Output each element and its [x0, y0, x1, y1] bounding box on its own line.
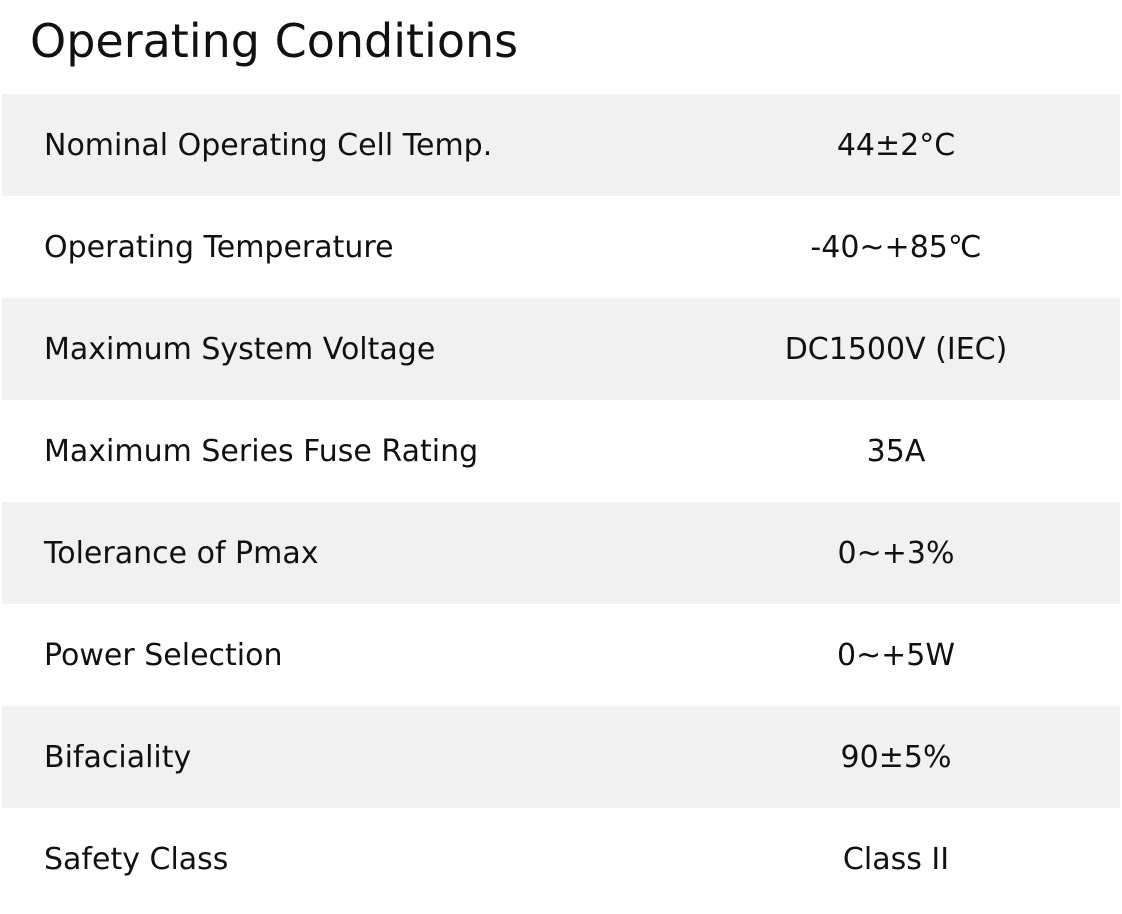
table-row: Safety Class Class II [2, 808, 1120, 910]
label-cell: Maximum Series Fuse Rating [44, 433, 479, 469]
table-row: Power Selection 0~+5W [2, 604, 1120, 706]
title: Operating Conditions [30, 14, 519, 68]
value-cell: 0~+3% [837, 535, 955, 571]
table-row: Operating Temperature -40~+85℃ [2, 196, 1120, 298]
value-cell: 35A [866, 433, 926, 469]
value-cell: 44±2°C [836, 127, 956, 163]
label-cell: Power Selection [44, 637, 283, 673]
table-row: Maximum System Voltage DC1500V (IEC) [2, 298, 1120, 400]
table-row: Nominal Operating Cell Temp. 44±2°C [2, 94, 1120, 196]
value-cell: -40~+85℃ [810, 229, 982, 265]
label-cell: Nominal Operating Cell Temp. [44, 127, 493, 163]
table: Nominal Operating Cell Temp. 44±2°C Operat… [2, 94, 1120, 910]
table-row: Bifaciality 90±5% [2, 706, 1120, 808]
value-cell: DC1500V (IEC) [784, 331, 1008, 367]
label-cell: Tolerance of Pmax [44, 535, 319, 571]
value-cell: 0~+5W [836, 637, 956, 673]
label-cell: Maximum System Voltage [44, 331, 436, 367]
table-row: Maximum Series Fuse Rating 35A [2, 400, 1120, 502]
label-cell: Bifaciality [44, 739, 192, 775]
value-cell: 90±5% [840, 739, 952, 775]
label-cell: Operating Temperature [44, 229, 394, 265]
label-cell: Safety Class [44, 841, 229, 877]
table-row: Tolerance of Pmax 0~+3% [2, 502, 1120, 604]
value-cell: Class II [842, 841, 950, 877]
